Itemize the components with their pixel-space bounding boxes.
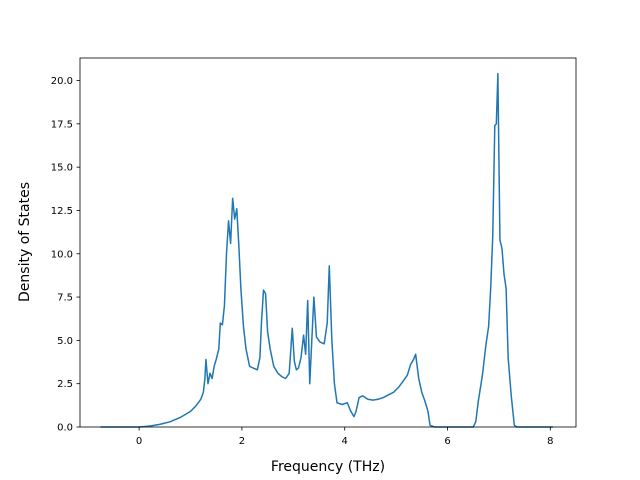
y-tick-label: 0.0 [57,423,73,434]
x-tick-label: 2 [239,436,245,447]
dos-series-line [100,72,553,428]
y-tick-label: 17.5 [51,119,73,130]
x-axis-label: Frequency (THz) [271,459,385,475]
x-tick-label: 6 [444,436,450,447]
x-tick-label: 4 [342,436,348,447]
x-tick-label: 0 [136,436,142,447]
y-tick-label: 5.0 [57,336,73,347]
x-tick-label: 8 [547,436,553,447]
y-tick-label: 10.0 [51,249,73,260]
y-tick-label: 12.5 [51,206,73,217]
y-tick-label: 15.0 [51,163,73,174]
plot-area [100,72,553,428]
y-axis-label: Density of States [17,182,33,302]
x-axis-ticks: 0 2 4 6 8 [136,427,553,447]
y-tick-label: 20.0 [51,76,73,87]
y-axis-ticks: 0.0 2.5 5.0 7.5 10.0 12.5 15.0 17.5 20.0 [51,76,80,434]
y-tick-label: 7.5 [57,293,73,304]
y-tick-label: 2.5 [57,379,73,390]
axes-frame [79,57,577,428]
